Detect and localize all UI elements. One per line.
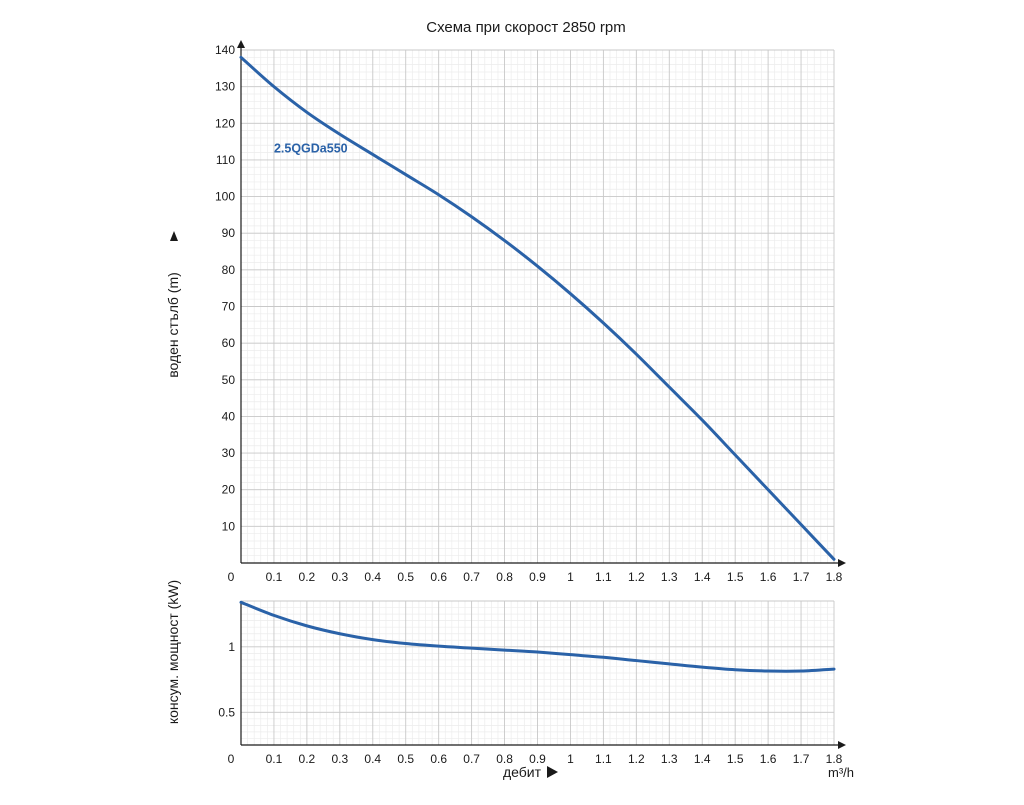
y-tick-label: 20 xyxy=(222,483,236,497)
y-tick-label: 80 xyxy=(222,263,236,277)
x-tick-label: 0 xyxy=(228,752,235,766)
x-tick-label: 0.6 xyxy=(430,570,447,584)
y-tick-label: 30 xyxy=(222,446,236,460)
x-tick-label: 1.3 xyxy=(661,570,678,584)
x-tick-label: 1.5 xyxy=(727,570,744,584)
x-tick-label: 1.4 xyxy=(694,570,711,584)
x-tick-label: 0.3 xyxy=(331,570,348,584)
x-tick-label: 0.2 xyxy=(299,752,316,766)
x-tick-label: 0.4 xyxy=(364,570,381,584)
series-line xyxy=(239,55,836,561)
x-axis-arrow-icon xyxy=(838,741,846,749)
x-axis-unit: m³/h xyxy=(828,765,854,780)
y-tick-label: 40 xyxy=(222,409,236,423)
x-tick-label: 1 xyxy=(567,752,574,766)
x-tick-label: 0.9 xyxy=(529,570,546,584)
series-label: 2.5QGDa550 xyxy=(274,142,348,156)
y-tick-label: 50 xyxy=(222,373,236,387)
x-tick-label: 1.8 xyxy=(826,752,843,766)
x-tick-label: 1.3 xyxy=(661,752,678,766)
x-tick-label: 1.8 xyxy=(826,570,843,584)
y-tick-label: 140 xyxy=(215,43,235,57)
x-tick-label: 0.1 xyxy=(266,570,283,584)
y-label-arrow-icon xyxy=(170,231,178,241)
x-tick-label: 0.8 xyxy=(496,570,513,584)
x-tick-label: 0.4 xyxy=(364,752,381,766)
y-tick-label: 130 xyxy=(215,80,235,94)
y-tick-label: 70 xyxy=(222,300,236,314)
y-tick-label: 120 xyxy=(215,116,235,130)
x-tick-label: 1 xyxy=(567,570,574,584)
x-tick-label: 1.7 xyxy=(793,570,810,584)
x-tick-label: 1.1 xyxy=(595,570,612,584)
x-label-arrow-icon xyxy=(547,766,558,778)
y-tick-label: 60 xyxy=(222,336,236,350)
x-tick-label: 1.5 xyxy=(727,752,744,766)
x-tick-label: 0.1 xyxy=(266,752,283,766)
x-tick-label: 0.7 xyxy=(463,752,480,766)
x-tick-label: 0 xyxy=(228,570,235,584)
x-tick-label: 0.2 xyxy=(299,570,316,584)
y-tick-label: 90 xyxy=(222,226,236,240)
x-tick-label: 0.9 xyxy=(529,752,546,766)
x-axis-arrow-icon xyxy=(838,559,846,567)
x-tick-label: 1.7 xyxy=(793,752,810,766)
x-tick-label: 0.3 xyxy=(331,752,348,766)
y-tick-label: 0.5 xyxy=(218,705,235,719)
y-axis-arrow-icon xyxy=(237,40,245,48)
y-tick-label: 100 xyxy=(215,190,235,204)
x-tick-label: 1.2 xyxy=(628,570,645,584)
x-tick-label: 0.7 xyxy=(463,570,480,584)
x-tick-label: 1.4 xyxy=(694,752,711,766)
x-tick-label: 1.1 xyxy=(595,752,612,766)
y-tick-label: 110 xyxy=(216,153,235,167)
x-tick-label: 0.6 xyxy=(430,752,447,766)
x-tick-label: 0.5 xyxy=(397,752,414,766)
y-axis-label: консум. мощност (kW) xyxy=(165,580,181,724)
y-axis-label: воден стълб (m) xyxy=(165,272,181,378)
x-tick-label: 1.6 xyxy=(760,752,777,766)
y-tick-label: 10 xyxy=(222,519,236,533)
series-line xyxy=(239,600,836,673)
chart-title: Схема при скорост 2850 rpm xyxy=(426,19,626,36)
y-tick-label: 1 xyxy=(228,640,235,654)
x-axis-label: дебит xyxy=(503,764,542,780)
x-tick-label: 0.8 xyxy=(496,752,513,766)
x-tick-label: 1.2 xyxy=(628,752,645,766)
x-tick-label: 0.5 xyxy=(397,570,414,584)
x-tick-label: 1.6 xyxy=(760,570,777,584)
